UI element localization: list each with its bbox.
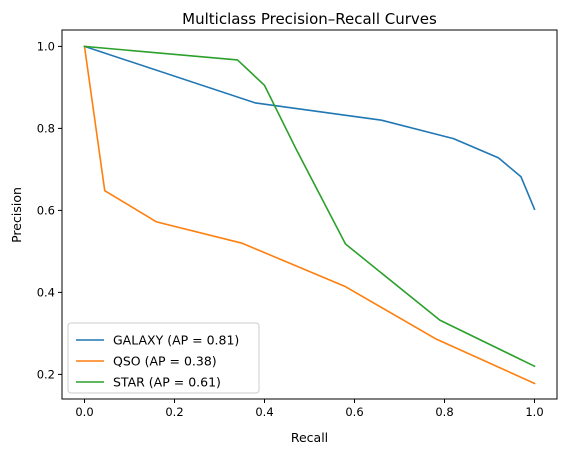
- series-line-2: [83, 45, 536, 368]
- plot-lines: [83, 45, 536, 385]
- x-tick-label-0: 0.0: [75, 405, 93, 419]
- x-tick-label-1: 0.2: [165, 405, 183, 419]
- chart-title: Multiclass Precision–Recall Curves: [182, 10, 437, 28]
- y-tick-label-3: 0.8: [37, 121, 55, 135]
- legend: GALAXY (AP = 0.81) QSO (AP = 0.38) STAR (A…: [67, 322, 260, 394]
- y-tick-label-4: 1.0: [37, 39, 55, 53]
- x-tick-label-5: 1.0: [525, 405, 543, 419]
- y-tick-label-1: 0.4: [37, 285, 55, 299]
- y-tick-label-0: 0.2: [37, 367, 55, 381]
- y-axis-label: Precision: [9, 187, 24, 243]
- legend-label-0: GALAXY (AP = 0.81): [113, 333, 239, 348]
- legend-label-1: QSO (AP = 0.38): [113, 354, 217, 369]
- series-line-0: [83, 45, 536, 211]
- y-axis: 0.2 0.4 0.6 0.8 1.0: [37, 39, 62, 381]
- x-tick-label-4: 0.8: [435, 405, 453, 419]
- series-line-1: [83, 45, 536, 385]
- legend-label-2: STAR (AP = 0.61): [113, 375, 221, 390]
- x-tick-label-3: 0.6: [345, 405, 363, 419]
- legend-frame: [67, 322, 260, 394]
- plot-frame: [61, 29, 558, 400]
- y-tick-label-2: 0.6: [37, 203, 55, 217]
- x-axis-label: Recall: [291, 430, 328, 445]
- x-axis: 0.0 0.2 0.4 0.6 0.8 1.0: [75, 399, 544, 419]
- x-tick-label-2: 0.4: [255, 405, 273, 419]
